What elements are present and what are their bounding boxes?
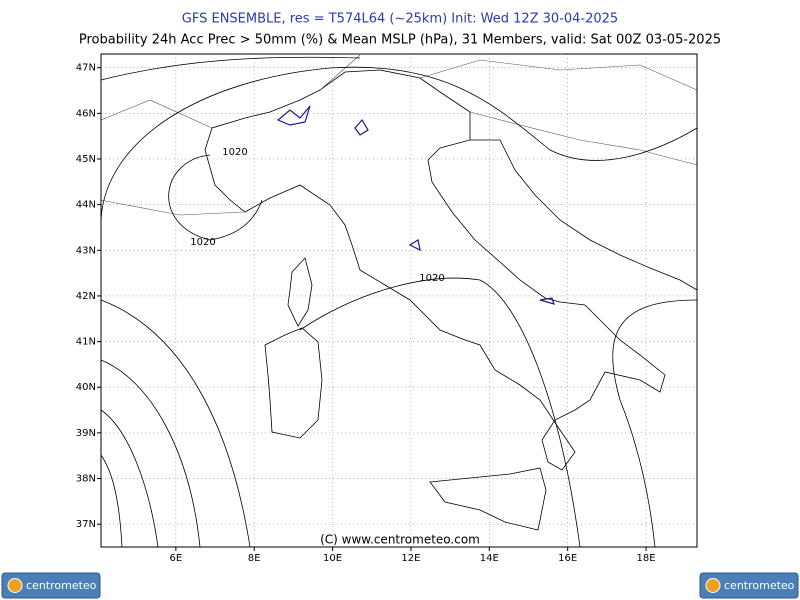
logo-text: centrometeo xyxy=(26,579,97,592)
copyright: (C) www.centrometeo.com xyxy=(320,533,480,547)
y-tick-label: 43N xyxy=(76,245,96,256)
italy xyxy=(204,69,666,471)
balkan-coast xyxy=(470,139,698,291)
borders xyxy=(99,54,698,216)
prob-contour xyxy=(354,118,369,136)
x-tick-label: 8E xyxy=(248,553,261,564)
y-tick-label: 40N xyxy=(76,382,96,393)
grid xyxy=(101,54,697,547)
x-tick-label: 10E xyxy=(323,553,342,564)
isobar xyxy=(612,299,698,548)
sardinia xyxy=(264,327,323,439)
logo-icon xyxy=(7,578,23,593)
y-tick-label: 42N xyxy=(76,291,96,302)
isobar xyxy=(100,409,159,548)
prob-contour xyxy=(408,239,421,252)
logo-right: centrometeo xyxy=(699,572,799,599)
coastlines xyxy=(99,54,698,531)
y-tick-label: 39N xyxy=(76,428,96,439)
y-tick-label: 38N xyxy=(76,474,96,485)
prob-contour xyxy=(276,105,311,126)
isobar-label: 1020 xyxy=(419,273,444,284)
x-tick-label: 18E xyxy=(637,553,656,564)
y-tick-label: 37N xyxy=(76,519,96,530)
prob-contour xyxy=(539,297,555,305)
isobar xyxy=(100,66,698,221)
x-tick-label: 6E xyxy=(169,553,182,564)
isobar xyxy=(100,299,251,548)
logo-text: centrometeo xyxy=(724,579,795,592)
x-tick-label: 14E xyxy=(480,553,499,564)
y-tick-label: 47N xyxy=(76,63,96,74)
sicily xyxy=(429,467,547,531)
isobar-label: 1020 xyxy=(222,147,247,158)
ticks: 6E 8E 10E 12E 14E 16E 18E 37N 38N 39N 40N 41N 42N 43N… xyxy=(76,63,656,564)
y-tick-label: 46N xyxy=(76,108,96,119)
title: GFS ENSEMBLE, res = T574L64 (~25km) Init… xyxy=(182,12,618,27)
logo-left: centrometeo xyxy=(1,572,101,599)
y-tick-label: 41N xyxy=(76,337,96,348)
isobar xyxy=(100,454,123,548)
logo-icon xyxy=(705,578,721,593)
y-tick-label: 44N xyxy=(76,200,96,211)
isobar xyxy=(299,277,581,548)
y-tick-label: 45N xyxy=(76,154,96,165)
isobar xyxy=(100,359,201,548)
x-tick-label: 16E xyxy=(558,553,577,564)
subtitle: Probability 24h Acc Prec > 50mm (%) & Me… xyxy=(79,33,721,48)
isobar xyxy=(100,56,361,81)
isobar xyxy=(168,154,263,241)
corsica xyxy=(287,257,313,327)
map-frame xyxy=(100,53,698,548)
logo-box xyxy=(1,572,101,599)
x-tick-label: 12E xyxy=(401,553,420,564)
isobar-label: 1020 xyxy=(190,237,215,248)
probability-contours xyxy=(276,105,555,305)
logo-box xyxy=(699,572,799,599)
isobars xyxy=(100,56,698,548)
